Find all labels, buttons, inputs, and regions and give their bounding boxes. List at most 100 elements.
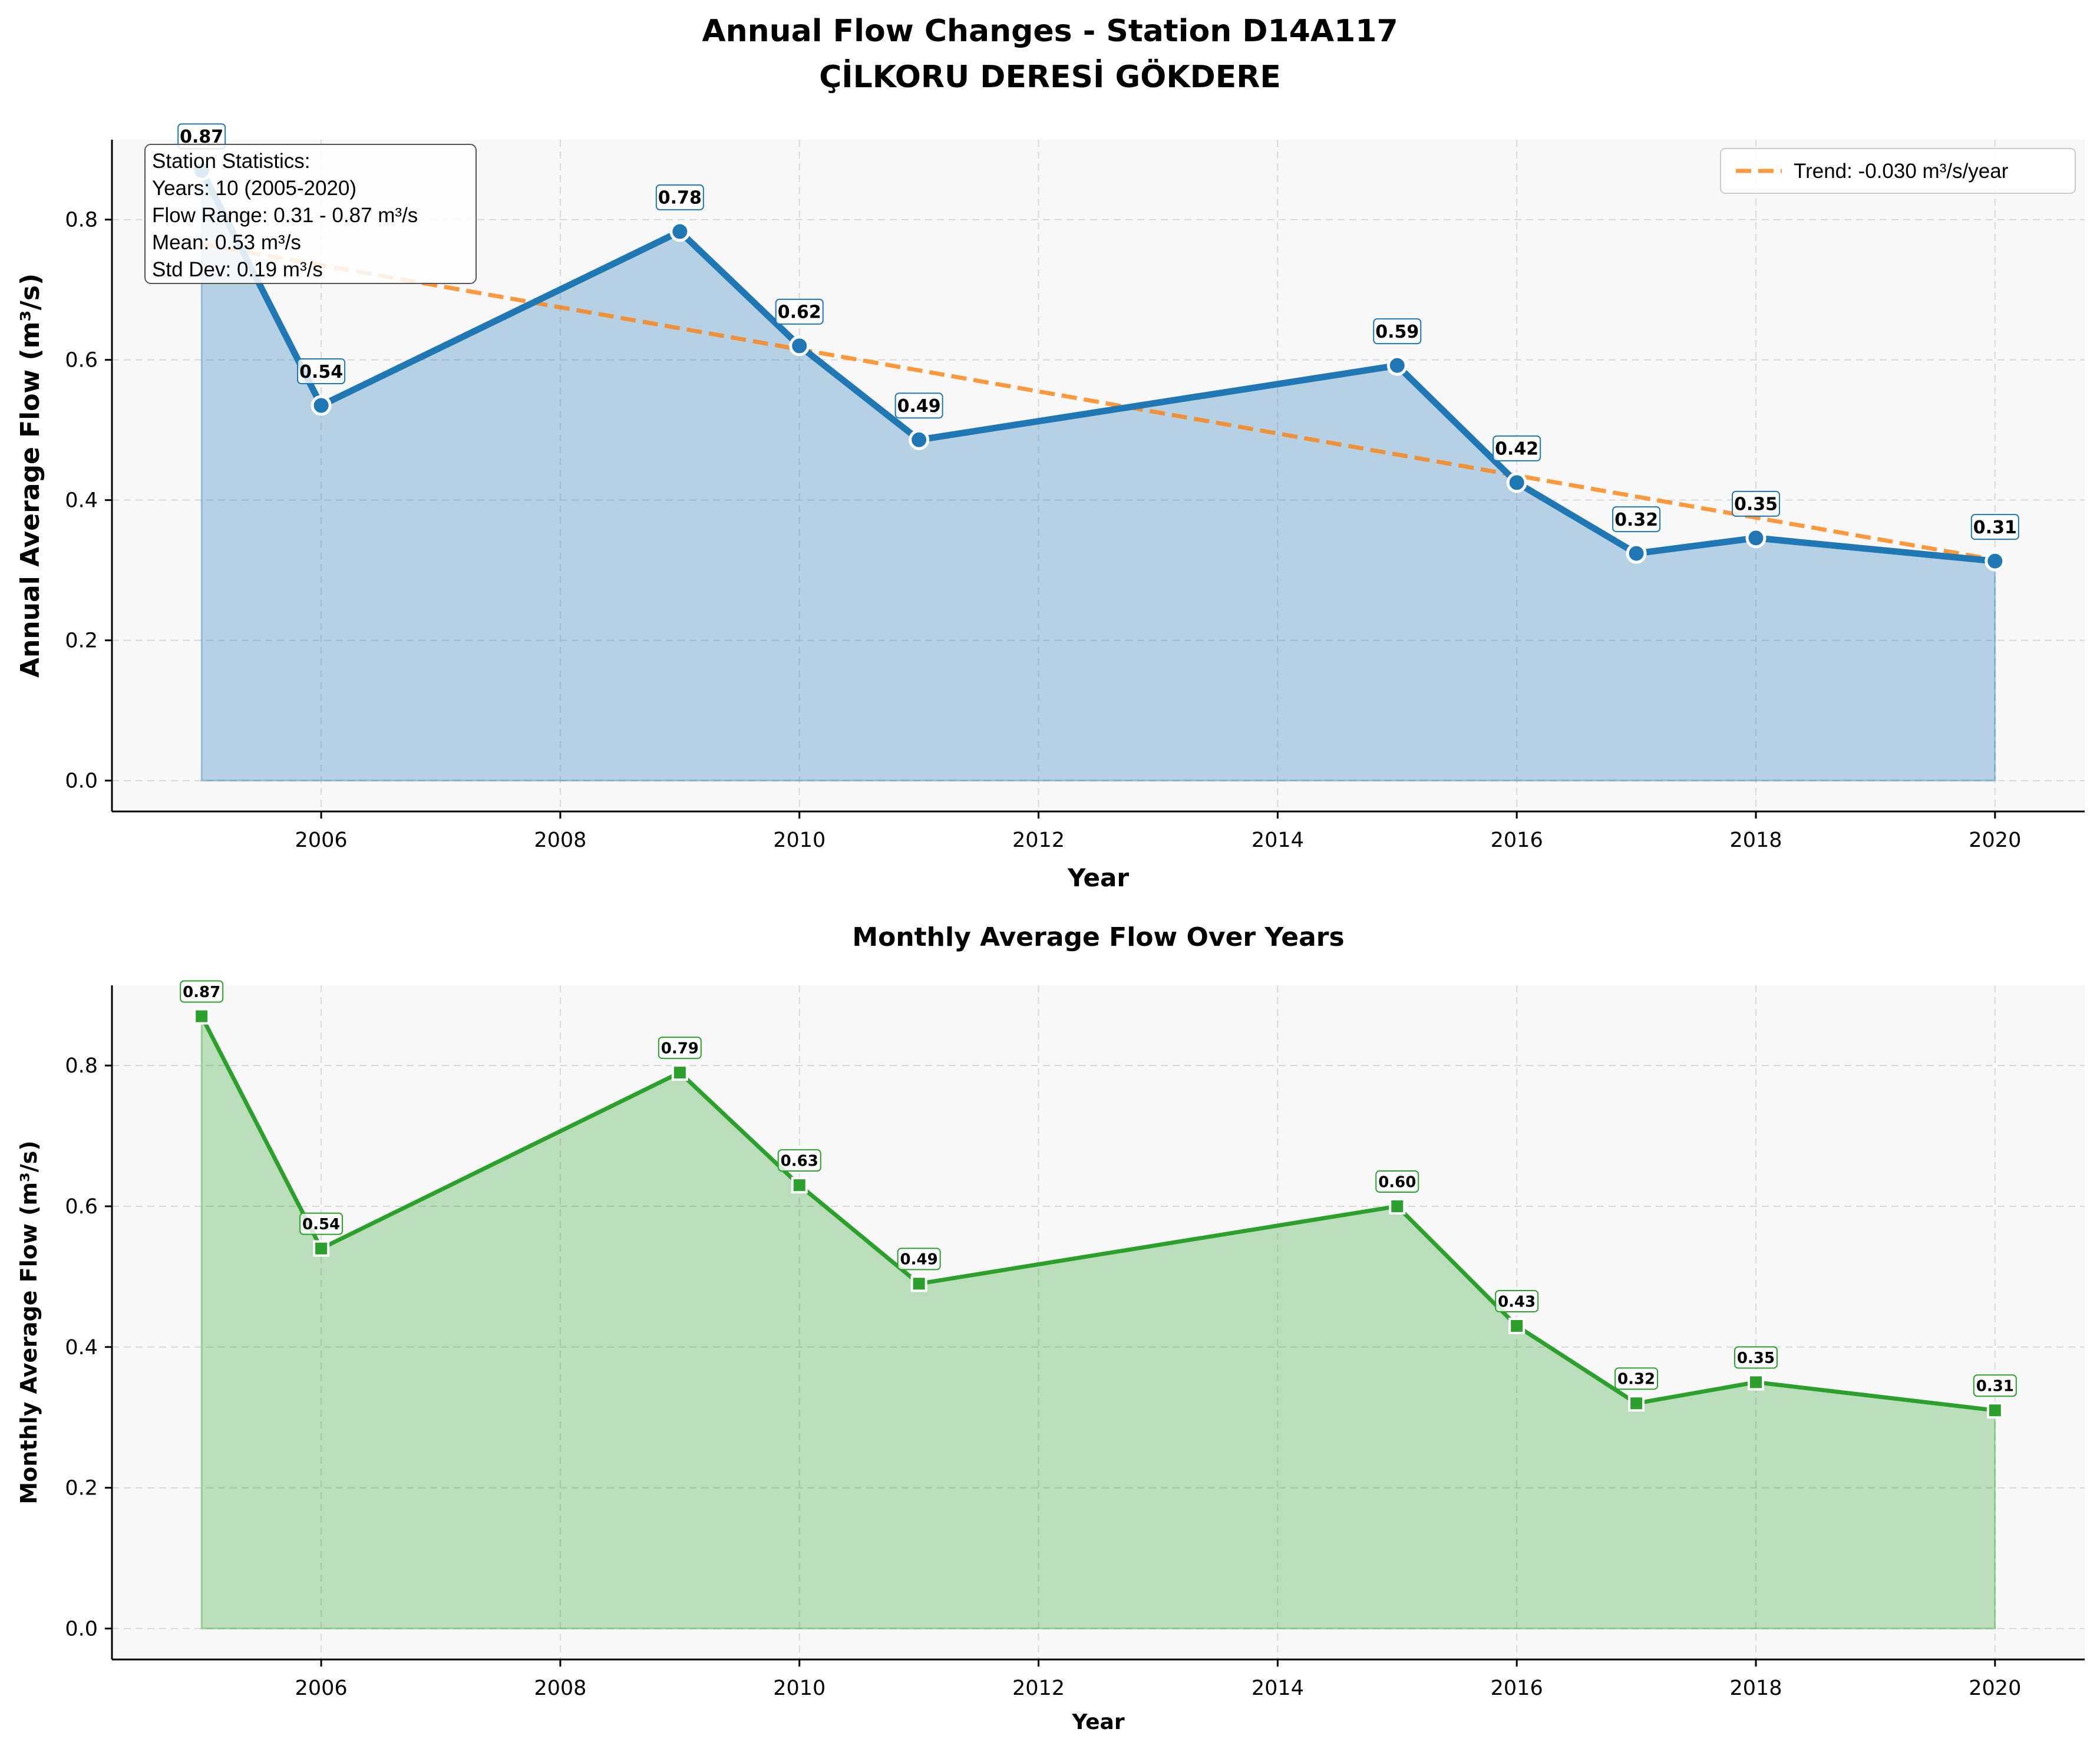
top-x-tick-label: 2020 [1969,829,2021,852]
top-y-tick-label: 0.4 [65,489,98,513]
bot-data-label-box [658,1037,702,1060]
top-data-point [1745,527,1766,549]
bot-data-label: 0.54 [299,1212,344,1235]
figure-title-line1: Annual Flow Changes - Station D14A117 [702,14,1398,49]
annual-x-axis-label: Year [1067,863,1129,892]
top-x-tick-label: 2016 [1491,829,1543,852]
annual-trend-line [201,242,1996,562]
top-data-label-text: 0.78 [658,188,702,209]
top-data-label-box [1612,506,1661,533]
top-y-tick-label: 0.6 [65,349,98,372]
top-data-point [789,335,810,357]
bot-data-label-text: 0.31 [1976,1378,2014,1395]
top-data-label: 0.42 [1493,435,1541,461]
monthly-y-ticks: 0.0 0.2 0.4 0.6 0.8 [65,1054,112,1641]
stats-mean: Mean: 0.53 m³/s [152,231,301,254]
monthly-markers [193,1008,2003,1419]
bot-data-point [313,1240,330,1257]
bot-y-tick-label: 0.4 [65,1336,98,1360]
annual-x-ticks: 2006 2008 2010 2012 2014 2016 2018 2020 [295,811,2021,852]
bot-data-label: 0.63 [777,1149,821,1172]
bot-data-label-box [299,1212,344,1235]
bot-y-tick-label: 0.6 [65,1195,98,1219]
top-y-tick-label: 0.8 [65,209,98,232]
bot-data-label: 0.79 [658,1037,702,1060]
top-data-label: 0.32 [1612,506,1661,533]
bot-x-tick-label: 2008 [534,1677,586,1700]
bot-data-point [193,1008,210,1025]
annual-flow-panel: 0.870.540.780.620.490.590.420.320.350.31… [15,123,2085,892]
top-x-tick-label: 2018 [1729,829,1782,852]
bot-x-tick-label: 2012 [1012,1677,1065,1700]
top-data-label-text: 0.31 [1973,517,2017,538]
top-y-tick-label: 0.0 [65,770,98,793]
top-data-label-box [297,358,346,385]
top-data-point [1386,355,1408,376]
bot-x-tick-label: 2014 [1252,1677,1304,1700]
bot-data-label-box [1734,1346,1778,1369]
bot-data-point [1628,1395,1645,1412]
bot-data-label-text: 0.49 [900,1251,938,1269]
annual-markers [191,160,2006,572]
top-data-label: 0.35 [1732,490,1780,517]
top-data-label-text: 0.42 [1495,439,1538,460]
bot-data-label: 0.43 [1495,1289,1539,1312]
bot-data-point [791,1177,808,1194]
bot-y-tick-label: 0.0 [65,1617,98,1641]
bot-data-label: 0.32 [1614,1367,1659,1390]
top-data-label-text: 0.32 [1614,510,1658,530]
bot-data-point [671,1064,688,1081]
bot-data-label-box [777,1149,821,1172]
bot-data-label-text: 0.43 [1498,1293,1536,1311]
bot-data-point [1748,1374,1764,1391]
bot-data-label-text: 0.63 [781,1152,818,1170]
bot-data-label-text: 0.60 [1378,1173,1416,1191]
top-y-tick-label: 0.2 [65,629,98,653]
bot-data-label-box [1375,1170,1419,1193]
bot-data-point [1508,1317,1526,1334]
monthly-data-labels: 0.87 0.54 0.79 0.63 0.49 0.60 0.43 0.32 0.35 0.31 [180,980,2017,1397]
top-data-label-box [655,184,704,210]
top-data-label: 0.59 [1373,318,1422,345]
bot-data-point [910,1275,927,1292]
top-data-label: 0.62 [775,298,824,325]
top-data-label-box [894,392,943,419]
bot-data-label-box [1495,1289,1539,1312]
bot-data-point [1389,1197,1406,1215]
top-data-label-text: 0.35 [1734,494,1778,515]
annual-y-axis-label: Annual Average Flow (m³/s) [15,273,45,678]
bot-x-tick-label: 2006 [295,1677,348,1700]
top-data-label: 0.49 [894,392,943,419]
top-data-label-text: 0.62 [778,302,821,323]
top-x-tick-label: 2012 [1012,829,1065,852]
bot-data-label-text: 0.79 [661,1040,699,1057]
top-data-label-text: 0.54 [299,362,343,382]
annual-data-labels: 0.870.540.780.620.490.590.420.320.350.31 [177,123,2019,540]
annual-y-ticks: 0.0 0.2 0.4 0.6 0.8 [65,209,112,793]
monthly-flow-panel: Monthly Average Flow Over Years 0.87 0.54… [16,922,2085,1734]
top-data-label-text: 0.59 [1375,322,1419,342]
bot-data-label-box [180,980,224,1003]
bot-x-tick-label: 2018 [1729,1677,1782,1700]
top-data-label: 0.31 [1970,514,2019,540]
monthly-flow-line [200,1015,1996,1413]
top-data-label-text: 0.49 [897,396,941,417]
top-data-point [1626,543,1647,564]
top-data-label: 0.78 [655,184,704,210]
monthly-panel-title: Monthly Average Flow Over Years [852,922,1344,952]
top-x-tick-label: 2006 [295,829,348,852]
stats-std: Std Dev: 0.19 m³/s [152,258,323,281]
top-data-label-box [1493,435,1541,461]
bot-data-label: 0.49 [897,1248,941,1271]
top-data-point [1506,472,1527,493]
bot-x-tick-label: 2010 [773,1677,826,1700]
top-data-point [909,429,930,450]
bot-data-label-text: 0.54 [302,1216,340,1233]
stats-heading: Station Statistics: [152,150,310,173]
top-data-label-box [1373,318,1422,345]
bot-data-label-text: 0.35 [1737,1350,1775,1367]
stats-range: Flow Range: 0.31 - 0.87 m³/s [152,204,418,227]
top-x-tick-label: 2014 [1252,829,1304,852]
bot-data-label-text: 0.87 [183,984,220,1001]
